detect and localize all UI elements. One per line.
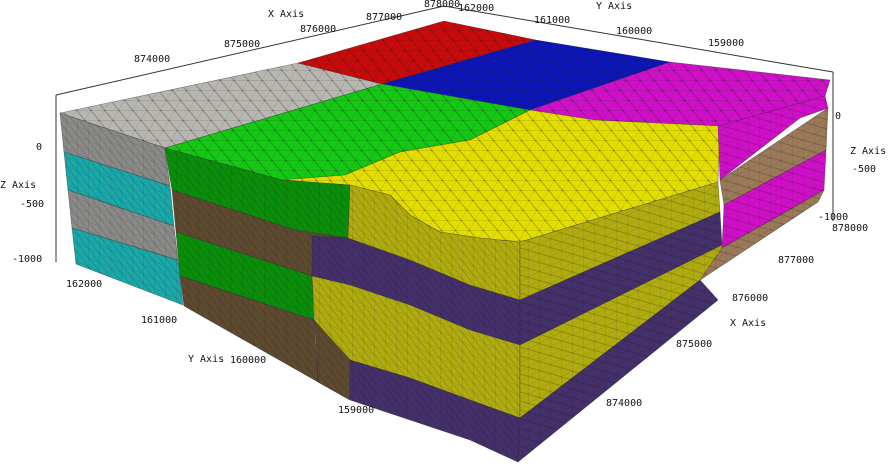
z-tick-right-1: 0: [835, 111, 841, 122]
brown-corner-mesh: [314, 320, 350, 400]
x-tick-top-3: 876000: [300, 24, 336, 35]
yellow-side-right-mesh: [520, 182, 720, 300]
x-tick-top-1: 874000: [134, 54, 170, 65]
z-tick-left-2: -500: [20, 199, 44, 210]
yellow-side-upper-mesh: [348, 185, 520, 300]
y-tick-left-2: 161000: [141, 315, 177, 326]
red-top-block-mesh: [298, 21, 536, 84]
magenta-side-upper-mesh: [718, 96, 828, 180]
green-side-upper-mesh: [165, 148, 350, 238]
purple-layer-upper-mesh: [312, 236, 520, 345]
yellow-top-block-mesh: [282, 110, 720, 242]
top-surface: [58, 20, 831, 243]
olive-layer-mesh: [312, 276, 520, 418]
cyan-layer-upper-mesh: [64, 152, 174, 226]
y-tick-left-3: 160000: [230, 355, 266, 366]
cyan-layer-lower-mesh: [72, 228, 183, 305]
x-tick-right-1: 878000: [832, 223, 868, 234]
tan-layer-upper-mesh: [720, 108, 828, 205]
right-face: [517, 95, 829, 463]
gray-layer-upper-mesh: [60, 113, 170, 186]
x-tick-right-4: 875000: [676, 339, 712, 350]
green-layer-lower-mesh: [176, 232, 314, 320]
z-axis-title-right: Z Axis: [850, 146, 886, 157]
magenta-top-block-mesh: [530, 62, 830, 126]
brown-layer-upper-mesh: [172, 190, 350, 280]
olive-band-right-mesh: [520, 245, 722, 418]
y-tick-left-4: 159000: [338, 405, 374, 416]
tan-layer-lower-mesh: [700, 190, 824, 280]
y-tick-top-2: 161000: [534, 15, 570, 26]
y-axis-title-top: Y Axis: [596, 1, 632, 12]
z-axis-title-left: Z Axis: [0, 180, 36, 191]
x-tick-right-5: 874000: [606, 398, 642, 409]
purple-band-right-upper-mesh: [520, 212, 722, 345]
x-axis-title-top: X Axis: [268, 9, 304, 20]
x-tick-top-5: 878000: [424, 0, 460, 10]
purple-band-right-lower-mesh: [518, 280, 718, 462]
blue-top-block-mesh: [382, 40, 670, 110]
z-tick-right-2: -500: [852, 164, 876, 175]
bounding-box: [55, 5, 834, 262]
gray-layer-lower-mesh: [68, 190, 178, 260]
purple-layer-lower-mesh: [316, 340, 520, 462]
x-tick-right-3: 876000: [732, 293, 768, 304]
brown-layer-lower-mesh: [180, 276, 318, 382]
x-axis-title-right: X Axis: [730, 318, 766, 329]
y-tick-top-3: 160000: [616, 26, 652, 37]
x-tick-top-4: 877000: [366, 12, 402, 23]
y-tick-top-4: 159000: [708, 38, 744, 49]
magenta-side-lower-mesh: [722, 150, 826, 248]
z-tick-left-3: -1000: [12, 254, 42, 265]
y-tick-left-1: 162000: [66, 279, 102, 290]
z-tick-right-3: -1000: [818, 212, 848, 223]
green-top-block-mesh: [165, 84, 530, 180]
left-face: [59, 112, 521, 463]
x-tick-top-2: 875000: [224, 39, 260, 50]
x-tick-right-2: 877000: [778, 255, 814, 266]
y-tick-top-1: 162000: [458, 3, 494, 14]
z-tick-left-1: 0: [36, 142, 42, 153]
axis-labels: X Axis Y Axis Z Axis Z Axis Y Axis X Axi…: [0, 0, 886, 416]
y-axis-title-left: Y Axis: [188, 354, 224, 365]
gray-top-block-mesh: [60, 63, 382, 148]
